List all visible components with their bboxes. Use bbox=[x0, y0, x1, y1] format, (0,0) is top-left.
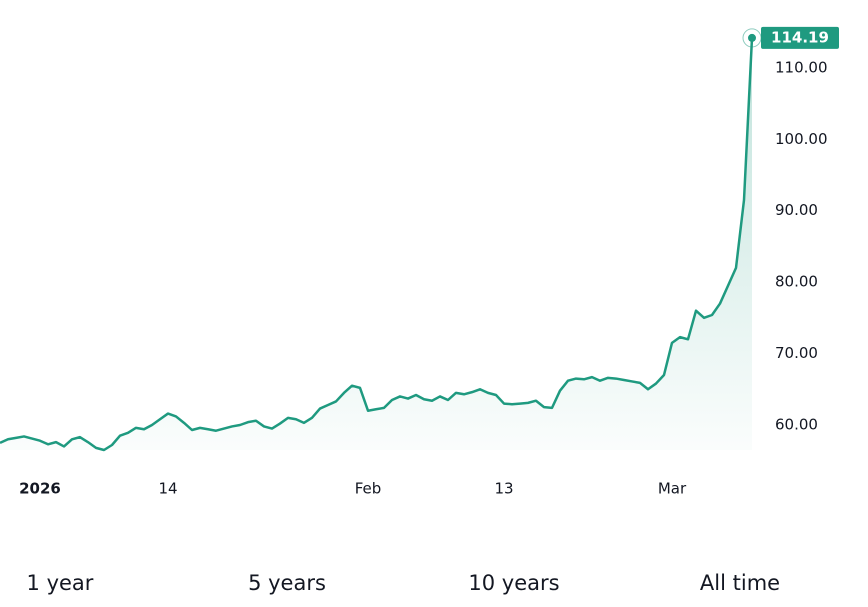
y-tick-label: 90.00 bbox=[775, 201, 818, 219]
y-tick-label: 100.00 bbox=[775, 130, 828, 148]
price-tag-label: 114.19 bbox=[771, 28, 829, 46]
range-button[interactable]: 5 years bbox=[248, 571, 326, 595]
price-line bbox=[0, 37, 754, 452]
x-tick-label: 13 bbox=[494, 480, 513, 498]
y-tick-label: 60.00 bbox=[775, 416, 818, 434]
area bbox=[0, 37, 752, 451]
price-tag bbox=[761, 26, 839, 49]
x-tick-label: 2026 bbox=[19, 480, 61, 498]
x-tick-label: Mar bbox=[658, 480, 687, 498]
range-button[interactable]: 10 years bbox=[468, 571, 559, 595]
last-point bbox=[748, 33, 756, 42]
y-tick-label: 110.00 bbox=[775, 58, 828, 76]
x-tick-label: 14 bbox=[158, 480, 177, 498]
y-tick-label: 80.00 bbox=[775, 273, 818, 291]
range-button[interactable]: 1 year bbox=[27, 571, 94, 595]
x-tick-label: Feb bbox=[355, 480, 382, 498]
y-tick-label: 70.00 bbox=[775, 344, 818, 362]
range-button[interactable]: All time bbox=[700, 571, 780, 595]
